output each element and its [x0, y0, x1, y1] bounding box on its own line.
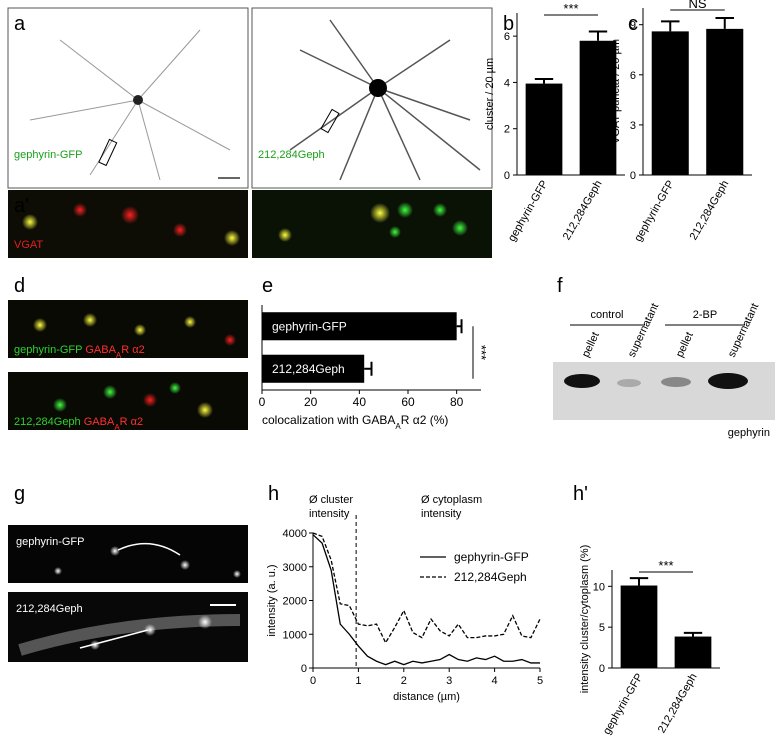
x-tick-label: 5	[537, 675, 543, 687]
bar	[579, 40, 617, 176]
panel-label: g	[14, 483, 25, 505]
x-tick-label: 20	[304, 395, 318, 409]
western-blot	[553, 324, 775, 420]
image-label: gephyrin-GFP	[16, 536, 84, 548]
legend-label: 212,284Geph	[454, 570, 527, 584]
x-tick-label: 1	[355, 675, 361, 687]
y-tick-label: 10	[593, 581, 605, 593]
legend-label: gephyrin-GFP	[454, 550, 529, 564]
annotation: intensity	[421, 508, 462, 520]
x-tick-label: 3	[446, 675, 452, 687]
group-label: 2-BP	[693, 309, 717, 321]
panel-label: d	[14, 275, 25, 297]
y-tick-label: 3	[630, 120, 636, 132]
panel-label: b	[503, 13, 514, 35]
x-axis-label-part: A	[395, 422, 401, 431]
x-tick-label: 0	[310, 675, 316, 687]
protein-label: gephyrin	[728, 427, 770, 439]
bar-label: gephyrin-GFP	[272, 319, 347, 333]
panel-label: c	[628, 13, 638, 35]
y-tick-label: 3000	[283, 562, 307, 574]
micrograph	[7, 7, 493, 258]
x-tick-label: 2	[401, 675, 407, 687]
annotation: intensity	[309, 508, 350, 520]
x-axis-label: colocalization with GABAAR α2 (%)	[262, 413, 448, 431]
lane-label: pellet	[580, 330, 602, 359]
y-tick-label: 9	[630, 20, 636, 32]
y-tick-label: 5	[599, 622, 605, 634]
x-tick-label: 212,284Geph	[656, 672, 700, 736]
significance-label: NS	[688, 0, 706, 11]
significance-label: ***	[658, 558, 673, 573]
bar-label: 212,284Geph	[272, 362, 345, 376]
y-tick-label: 2	[504, 124, 510, 136]
lane-label: pellet	[674, 330, 696, 359]
annotation: Ø cytoplasm	[421, 494, 482, 506]
x-tick-label: gephyrin-GFP	[601, 672, 646, 737]
group-label: control	[590, 309, 623, 321]
panel-label: a	[14, 13, 26, 35]
x-axis-label: distance (µm)	[393, 691, 460, 703]
micrograph	[8, 300, 248, 430]
y-tick-label: 0	[504, 170, 510, 182]
image-label: gephyrin-GFP	[14, 149, 82, 161]
bar	[620, 585, 658, 668]
lane-label: supernatant	[626, 302, 661, 360]
lane-label: supernatant	[726, 302, 761, 360]
line-series	[312, 534, 540, 666]
x-axis-label-part: R α2 (%)	[401, 413, 449, 427]
y-axis-label: cluster / 20 µm	[484, 58, 496, 130]
y-tick-label: 0	[630, 170, 636, 182]
x-axis-label-part: colocalization with GABA	[262, 413, 395, 427]
x-tick-label: 60	[401, 395, 415, 409]
bar	[651, 31, 689, 175]
y-axis-label: intensity cluster/cytoplasm (%)	[579, 545, 591, 694]
image-label: VGAT	[14, 239, 43, 251]
x-tick-label: 4	[492, 675, 498, 687]
annotation: Ø cluster	[309, 494, 353, 506]
x-tick-label: 80	[450, 395, 464, 409]
y-tick-label: 6	[504, 31, 510, 43]
bar	[706, 28, 744, 175]
line-series	[312, 532, 541, 645]
significance-label: ***	[563, 1, 578, 16]
x-tick-label: gephyrin-GFP	[506, 179, 551, 244]
micrograph	[8, 525, 248, 662]
panel-label: f	[557, 275, 563, 297]
x-tick-label: 40	[353, 395, 367, 409]
bar	[674, 636, 712, 668]
y-tick-label: 4	[504, 77, 510, 89]
panel-label: h'	[573, 483, 588, 505]
x-tick-label: gephyrin-GFP	[632, 179, 677, 244]
y-tick-label: 0	[301, 663, 307, 675]
y-tick-label: 2000	[283, 596, 307, 608]
panel-label: a'	[14, 195, 29, 217]
y-tick-label: 4000	[283, 528, 307, 540]
y-tick-label: 1000	[283, 629, 307, 641]
image-label: 212,284Geph	[258, 149, 325, 161]
panel-label: e	[262, 275, 273, 297]
y-axis-label: intensity (a. u.)	[266, 564, 278, 636]
bar	[525, 83, 563, 175]
y-tick-label: 0	[599, 663, 605, 675]
x-tick-label: 0	[259, 395, 266, 409]
x-tick-label: 212,284Geph	[561, 179, 605, 243]
panel-label: h	[268, 483, 279, 505]
image-label: gephyrin-GFP GABAAR α2	[14, 344, 145, 360]
bar	[262, 312, 457, 341]
y-axis-label: VGAT puncta / 20 µm	[610, 39, 622, 144]
image-label: 212,284Geph GABAAR α2	[14, 416, 143, 432]
x-tick-label: 212,284Geph	[688, 179, 732, 243]
image-label: 212,284Geph	[16, 603, 83, 615]
significance-label: ***	[474, 345, 489, 360]
bar	[262, 354, 365, 383]
y-tick-label: 6	[630, 70, 636, 82]
